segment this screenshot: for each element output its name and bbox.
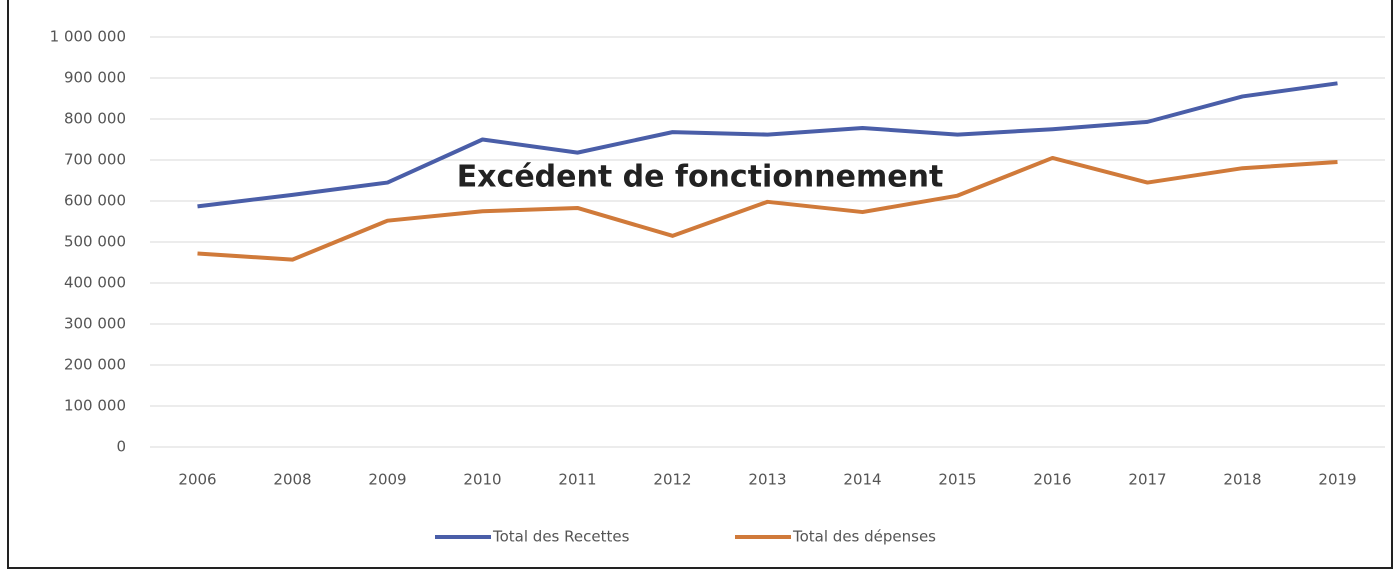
x-tick-label: 2012	[653, 471, 691, 489]
frame	[7, 0, 1393, 569]
x-tick-label: 2015	[938, 471, 976, 489]
y-tick-label: 500 000	[64, 233, 126, 251]
x-tick-label: 2018	[1223, 471, 1261, 489]
y-tick-label: 100 000	[64, 397, 126, 415]
x-tick-label: 2017	[1128, 471, 1166, 489]
x-tick-label: 2009	[368, 471, 406, 489]
x-tick-label: 2006	[178, 471, 216, 489]
y-tick-label: 800 000	[64, 110, 126, 128]
y-tick-label: 400 000	[64, 274, 126, 292]
y-tick-label: 700 000	[64, 151, 126, 169]
y-tick-label: 300 000	[64, 315, 126, 333]
y-tick-label: 1 000 000	[50, 28, 126, 46]
annotation: Excédent de fonctionnement	[457, 160, 944, 195]
x-tick-label: 2019	[1318, 471, 1356, 489]
x-tick-label: 2011	[558, 471, 596, 489]
y-tick-label: 200 000	[64, 356, 126, 374]
line-series	[197, 81, 1338, 209]
x-tick-label: 2010	[463, 471, 501, 489]
y-tick-label: 600 000	[64, 192, 126, 210]
line-series	[197, 155, 1338, 262]
x-tick-label: 2016	[1033, 471, 1071, 489]
y-tick-label: 900 000	[64, 69, 126, 87]
y-tick-label: 0	[116, 438, 126, 456]
legend-label: Total des dépenses	[792, 528, 936, 546]
x-tick-label: 2014	[843, 471, 881, 489]
x-tick-label: 2008	[273, 471, 311, 489]
legend-label: Total des Recettes	[492, 528, 630, 546]
x-tick-label: 2013	[748, 471, 786, 489]
